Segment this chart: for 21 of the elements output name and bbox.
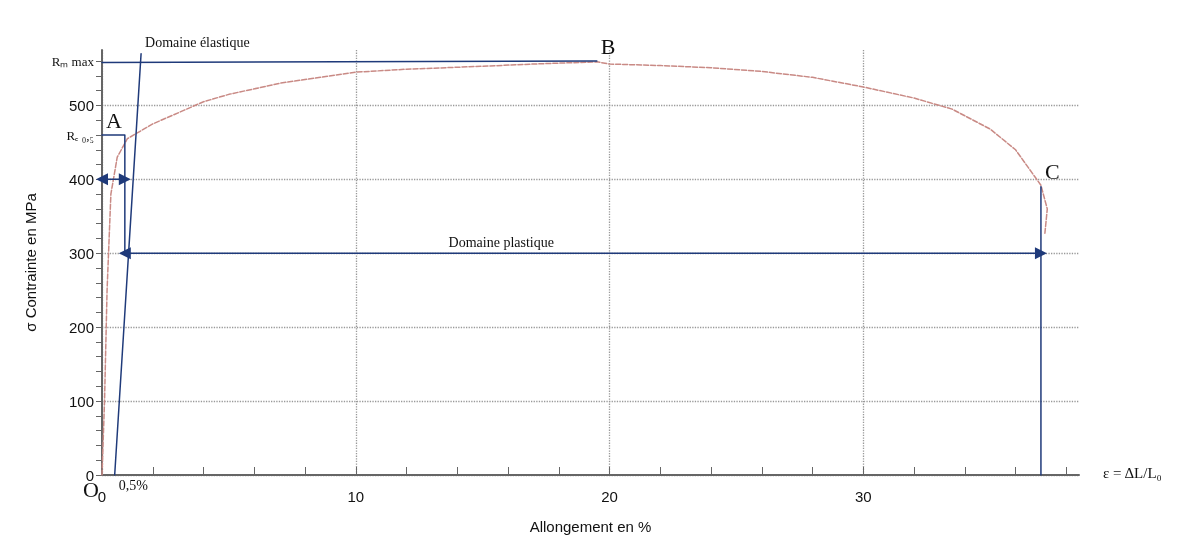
y-tick-label: Rₘ max	[51, 53, 95, 69]
annotation: A	[105, 107, 122, 133]
annotation: Domaine plastique	[448, 234, 554, 250]
y-tick-label: 0	[85, 466, 94, 484]
y-tick-label: 100	[68, 392, 94, 410]
y-tick-label: 500	[68, 96, 94, 114]
x-axis-title: Allongement en %	[529, 518, 652, 535]
y-tick-label: 200	[68, 318, 94, 336]
annotation: 0,5%	[118, 477, 149, 493]
annotation: Domaine élastique	[145, 35, 250, 51]
x-tick-label: 10	[347, 488, 365, 505]
annotation: C	[1044, 159, 1060, 185]
y-tick-label: Rₑ ₀,₅	[66, 127, 94, 143]
y-axis-title: σ Contrainte en MPa	[22, 192, 39, 332]
x-tick-label: 20	[601, 488, 618, 505]
y-tick-label: 300	[68, 244, 94, 262]
y-tick-label: 400	[68, 170, 94, 188]
x-tick-label: 30	[854, 488, 872, 505]
x-tick-label: 0	[97, 488, 107, 505]
text: ε = ΔL/L₀	[1103, 464, 1162, 481]
annotation: B	[600, 33, 616, 59]
